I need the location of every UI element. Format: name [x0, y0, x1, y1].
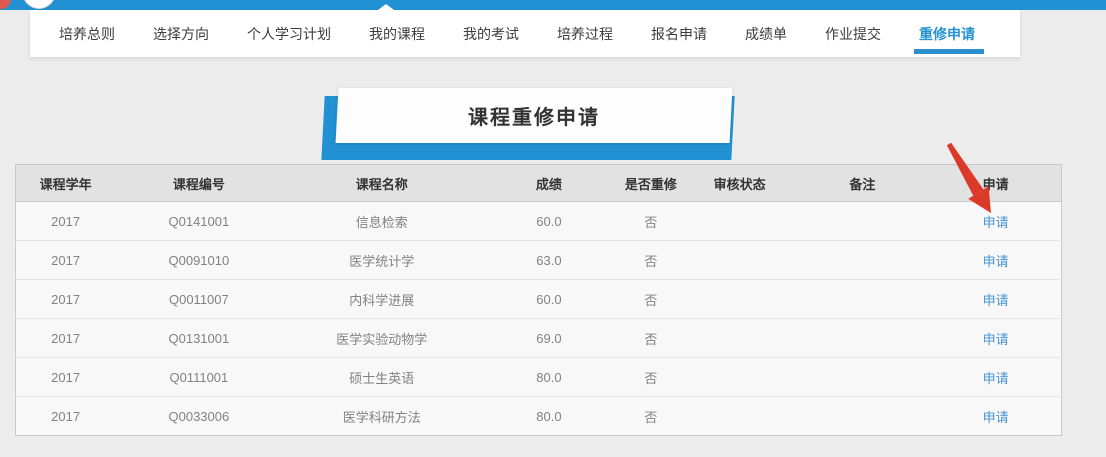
- cell-course-year: 2017: [51, 408, 81, 424]
- cell-course-year: 2017: [15, 240, 116, 280]
- cell-remark: [795, 397, 931, 436]
- table-row: 2017 Q0091010 医学统计学 63.0 否 申请: [15, 240, 1062, 280]
- nav-tab[interactable]: 作业提交: [806, 10, 900, 57]
- nav-tab-label: 个人学习计划: [247, 25, 331, 42]
- top-blue-bar: [0, 0, 1106, 10]
- apply-link[interactable]: 申请: [982, 370, 1009, 386]
- cell-course-year: 2017: [15, 201, 116, 241]
- cell-apply: 申请: [930, 240, 1062, 280]
- column-header: 成绩: [481, 164, 617, 202]
- cell-course-year: 2017: [15, 357, 116, 397]
- cell-audit-status: [684, 279, 795, 319]
- table-header-row: 课程学年 课程编号 课程名称 成绩 是否重修 审核状态 备注 申请: [15, 164, 1062, 202]
- cell-apply: 申请: [930, 357, 1062, 397]
- nav-tab-label: 培养过程: [557, 25, 613, 42]
- table-row: 2017 Q0011007 内科学进展 60.0 否 申请: [15, 279, 1062, 319]
- table-row: 2017 Q0141001 信息检索 60.0 否 申请: [15, 201, 1062, 241]
- cell-retake-flag: 否: [616, 240, 685, 280]
- cell-course-code: Q0091010: [115, 240, 283, 280]
- nav-tab-label: 我的课程: [369, 25, 425, 42]
- cell-score: 80.0: [481, 357, 617, 397]
- cell-retake-flag: 否: [616, 318, 685, 358]
- apply-link[interactable]: 申请: [982, 253, 1009, 269]
- logo-circle-icon: [22, 0, 56, 9]
- table-row: 2017 Q0131001 医学实验动物学 69.0 否 申请: [15, 318, 1062, 358]
- cell-course-code: Q0141001: [115, 201, 283, 241]
- table-row: 2017 Q0111001 硕士生英语 80.0 否 申请: [15, 357, 1062, 397]
- cell-remark: [794, 279, 931, 319]
- column-header: 课程编号: [115, 164, 283, 202]
- cell-audit-status: [684, 357, 795, 397]
- cell-remark: [794, 318, 931, 358]
- nav-tab[interactable]: 选择方向: [134, 10, 228, 57]
- column-header: 课程名称: [282, 164, 482, 202]
- nav-tab-label: 选择方向: [153, 25, 209, 42]
- nav-tab[interactable]: 成绩单: [726, 10, 806, 57]
- cell-score: 63.0: [481, 240, 617, 280]
- cell-retake-flag: 否: [616, 279, 685, 319]
- apply-link[interactable]: 申请: [982, 292, 1009, 308]
- column-header: 审核状态: [684, 164, 795, 202]
- cell-audit-status: [684, 201, 795, 241]
- cell-score: 80.0: [536, 408, 562, 424]
- cell-remark: [794, 201, 931, 241]
- cell-course-code: Q0033006: [168, 408, 230, 424]
- nav-notch-icon: [378, 4, 394, 10]
- cell-apply: 申请: [930, 279, 1062, 319]
- cell-score: 60.0: [481, 279, 617, 319]
- nav-tab[interactable]: 培养过程: [538, 10, 632, 57]
- banner-panel: 课程重修申请: [335, 88, 733, 143]
- cell-score: 69.0: [481, 318, 617, 358]
- cell-score: 60.0: [481, 201, 617, 241]
- cell-retake-flag: 否: [616, 201, 685, 241]
- nav-tab-label: 重修申请: [919, 25, 975, 42]
- cell-course-name: 信息检索: [282, 201, 482, 241]
- cell-course-name: 医学实验动物学: [282, 318, 482, 358]
- cell-apply: 申请: [930, 201, 1062, 241]
- cell-apply: 申请: [930, 397, 1061, 436]
- apply-link[interactable]: 申请: [982, 331, 1009, 347]
- column-header: 是否重修: [616, 164, 685, 202]
- nav-tab-label: 成绩单: [745, 25, 787, 42]
- nav-tab-label: 培养总则: [59, 25, 115, 42]
- cell-audit-status: [684, 240, 795, 280]
- nav-tab[interactable]: 我的考试: [444, 10, 538, 57]
- cell-course-name: 内科学进展: [282, 279, 482, 319]
- nav-tab[interactable]: 重修申请: [900, 10, 994, 57]
- cell-course-code: Q0131001: [115, 318, 283, 358]
- apply-link[interactable]: 申请: [982, 214, 1009, 230]
- cell-remark: [794, 357, 931, 397]
- cell-remark: [794, 240, 931, 280]
- column-header: 课程学年: [15, 164, 116, 202]
- cell-course-code: Q0011007: [115, 279, 283, 319]
- nav-tab[interactable]: 报名申请: [632, 10, 726, 57]
- logo-red-icon: [0, 0, 11, 9]
- cell-retake-flag: 否: [644, 409, 658, 425]
- cell-course-year: 2017: [15, 279, 116, 319]
- column-header: 申请: [930, 164, 1062, 202]
- nav-tab[interactable]: 培养总则: [40, 10, 134, 57]
- cell-course-code: Q0111001: [115, 357, 283, 397]
- nav-tab-label: 作业提交: [825, 25, 881, 42]
- nav-tab[interactable]: 个人学习计划: [228, 10, 350, 57]
- apply-link[interactable]: 申请: [982, 409, 1009, 425]
- column-header: 备注: [794, 164, 931, 202]
- cell-course-name: 硕士生英语: [282, 357, 482, 397]
- cell-audit-status: [685, 397, 795, 436]
- cell-course-name: 医学统计学: [282, 240, 482, 280]
- nav-tab-label: 报名申请: [651, 25, 707, 42]
- retake-table: 课程学年 课程编号 课程名称 成绩 是否重修 审核状态 备注 申请 2017 Q0141001…: [15, 164, 1062, 436]
- cell-audit-status: [684, 318, 795, 358]
- nav-tab[interactable]: 我的课程: [350, 10, 444, 57]
- page-title: 课程重修申请: [468, 107, 600, 129]
- cell-course-name: 医学科研方法: [342, 409, 421, 425]
- table-row: 2017 Q0033006 医学科研方法 80.0 否 申请: [16, 397, 1062, 436]
- nav-tab-label: 我的考试: [463, 25, 519, 42]
- cell-course-year: 2017: [15, 318, 116, 358]
- cell-apply: 申请: [930, 318, 1062, 358]
- main-nav: 培养总则 选择方向 个人学习计划 我的课程 我的考试 培养过程 报名申请 成绩单…: [30, 4, 1020, 57]
- cell-retake-flag: 否: [616, 357, 685, 397]
